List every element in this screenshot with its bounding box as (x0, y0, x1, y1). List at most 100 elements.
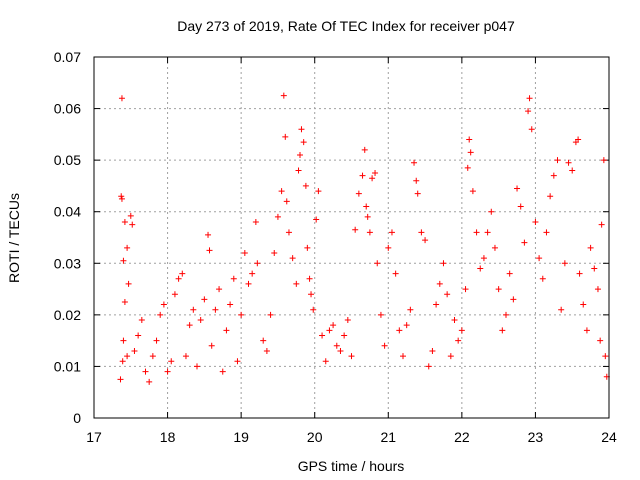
data-point (576, 270, 583, 277)
y-axis-label: ROTI / TECUs (6, 193, 22, 283)
data-point (444, 291, 451, 298)
data-point (425, 363, 432, 370)
data-point (194, 363, 200, 370)
data-point (374, 260, 381, 267)
x-tick-label: 19 (233, 429, 249, 445)
data-point (594, 286, 601, 293)
data-point (300, 139, 307, 146)
data-point (310, 306, 317, 313)
data-point (153, 337, 160, 344)
data-point (550, 172, 557, 179)
data-point (361, 146, 368, 153)
data-point (121, 298, 128, 305)
data-point (366, 229, 373, 236)
data-point (392, 270, 399, 277)
data-point (227, 301, 234, 308)
y-tick-label: 0 (73, 410, 81, 426)
data-point (396, 327, 403, 334)
data-point (473, 229, 480, 236)
data-point (403, 322, 410, 329)
data-point (514, 185, 521, 192)
data-point (575, 136, 582, 143)
y-tick-label: 0.04 (54, 204, 81, 220)
data-point (414, 190, 421, 197)
data-point (583, 327, 590, 334)
data-point (313, 216, 320, 223)
data-point (206, 247, 213, 254)
data-point (455, 337, 462, 344)
x-tick-label: 23 (528, 429, 544, 445)
y-tick-label: 0.01 (54, 358, 81, 374)
data-point (464, 164, 471, 171)
data-point (119, 358, 126, 365)
chart-title: Day 273 of 2019, Rate Of TEC Index for r… (177, 18, 515, 34)
data-point (469, 188, 476, 195)
data-point (120, 337, 127, 344)
data-point (252, 219, 259, 226)
data-point (598, 221, 605, 228)
data-point (322, 358, 329, 365)
data-point (302, 182, 309, 189)
data-point (348, 353, 355, 360)
data-point (525, 108, 532, 115)
data-point (117, 376, 124, 383)
data-point (219, 368, 226, 375)
data-point (330, 322, 337, 329)
data-point (333, 342, 340, 349)
x-tick-label: 20 (307, 429, 323, 445)
data-point (306, 275, 313, 282)
data-point (561, 260, 568, 267)
data-point (205, 231, 212, 238)
data-point (118, 193, 125, 200)
data-point (532, 219, 539, 226)
data-point (212, 306, 219, 313)
data-point (285, 229, 292, 236)
data-point (186, 322, 193, 329)
data-point (160, 301, 167, 308)
data-point (295, 167, 302, 174)
data-point (451, 317, 458, 324)
x-tick-label: 22 (454, 429, 470, 445)
data-point (315, 188, 322, 195)
data-point (352, 226, 359, 233)
data-point (238, 311, 245, 318)
data-point (241, 249, 248, 256)
data-point (124, 244, 131, 251)
data-point (499, 327, 506, 334)
data-point (484, 229, 491, 236)
data-point (528, 126, 535, 133)
data-point (293, 280, 300, 287)
data-point (282, 133, 289, 140)
data-point (364, 213, 371, 220)
data-point (135, 332, 142, 339)
data-point (131, 347, 138, 354)
data-point (249, 270, 256, 277)
data-point (517, 203, 524, 210)
data-point (506, 270, 513, 277)
data-point (355, 190, 362, 197)
data-point (175, 275, 182, 282)
data-point (388, 229, 395, 236)
data-point (536, 255, 543, 262)
data-point (341, 332, 348, 339)
data-point (554, 157, 561, 164)
data-point (413, 177, 420, 184)
data-point (569, 167, 576, 174)
data-point (591, 265, 598, 272)
data-point (491, 244, 498, 251)
data-point (477, 265, 484, 272)
data-point (359, 172, 366, 179)
data-point (127, 212, 134, 219)
x-tick-label: 21 (380, 429, 396, 445)
data-point (565, 159, 572, 166)
data-point (543, 229, 550, 236)
data-point (125, 280, 132, 287)
data-point (168, 358, 175, 365)
data-point (600, 157, 607, 164)
plot-frame (93, 56, 610, 419)
data-point (298, 126, 305, 133)
data-point (308, 291, 315, 298)
data-point (254, 260, 261, 267)
data-point (462, 286, 469, 293)
